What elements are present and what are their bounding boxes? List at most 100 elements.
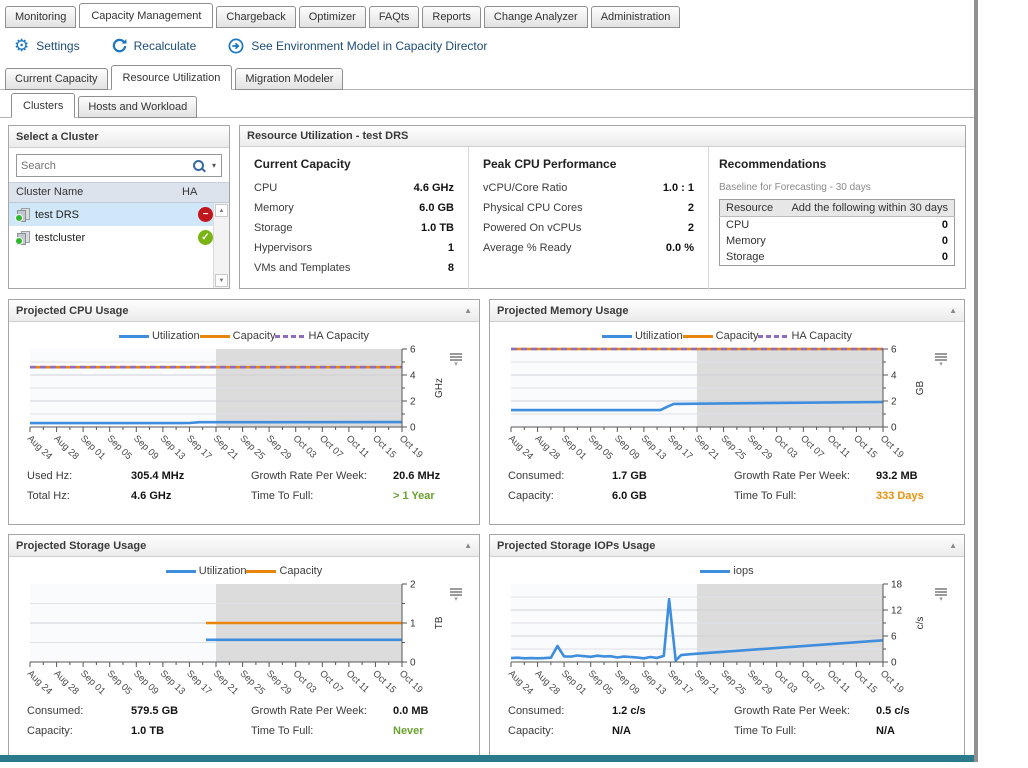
legend-capacity[interactable]: Capacity — [199, 330, 275, 342]
svg-text:GB: GB — [915, 380, 926, 395]
svg-text:1: 1 — [410, 619, 416, 630]
svg-text:Oct 15: Oct 15 — [851, 668, 879, 695]
legend-label: iops — [733, 565, 754, 577]
cluster-row-testcluster[interactable]: testcluster ✓ — [9, 226, 213, 249]
chart-title: Projected Memory Usage — [497, 304, 629, 317]
metric-value: 1.0 TB — [420, 222, 454, 234]
svg-text:Sep 17: Sep 17 — [665, 668, 694, 697]
legend-label: Utilization — [634, 330, 683, 342]
tab-change-analyzer[interactable]: Change Analyzer — [483, 6, 588, 28]
legend-line-swatch — [758, 334, 789, 338]
tab-capacity-management[interactable]: Capacity Management — [79, 3, 214, 28]
svg-text:Sep 21: Sep 21 — [692, 668, 721, 697]
settings-button[interactable]: ⚙ Settings — [14, 37, 80, 54]
legend-label: Capacity — [279, 565, 323, 577]
stat-label: Time To Full: — [251, 490, 314, 502]
legend-utilization[interactable]: Utilization — [601, 330, 683, 342]
metric-label: Hypervisors — [254, 242, 313, 254]
select-cluster-panel: Select a Cluster ▾ Cluster Name HA test … — [8, 125, 230, 289]
scroll-up-icon[interactable]: ▲ — [215, 204, 228, 217]
scroll-down-icon[interactable]: ▼ — [215, 274, 228, 287]
rec-row-memory: Memory 0 — [720, 233, 955, 249]
collapse-icon[interactable]: ▲ — [949, 305, 957, 315]
svg-text:2: 2 — [410, 580, 416, 591]
tab-faqts[interactable]: FAQts — [368, 6, 420, 28]
stat-label: Capacity: — [27, 725, 73, 737]
rec-column-add: Add the following within 30 days — [780, 199, 955, 217]
subsubtab-hosts-and-workload[interactable]: Hosts and Workload — [78, 96, 198, 118]
subtab-migration-modeler[interactable]: Migration Modeler — [235, 68, 344, 90]
search-options-caret-icon[interactable]: ▾ — [211, 161, 216, 170]
svg-text:Oct 07: Oct 07 — [317, 433, 345, 460]
cluster-row-test-drs[interactable]: test DRS − — [9, 203, 213, 226]
svg-text:Sep 25: Sep 25 — [719, 433, 748, 462]
column-ha[interactable]: HA — [182, 186, 198, 198]
svg-text:Sep 09: Sep 09 — [612, 668, 641, 697]
legend-iops[interactable]: iops — [700, 565, 754, 577]
collapse-icon[interactable]: ▲ — [949, 540, 957, 550]
svg-text:Aug 24: Aug 24 — [25, 668, 54, 697]
tab-administration[interactable]: Administration — [590, 6, 681, 28]
svg-text:Sep 25: Sep 25 — [719, 668, 748, 697]
collapse-icon[interactable]: ▲ — [464, 540, 472, 550]
tab-optimizer[interactable]: Optimizer — [298, 6, 366, 28]
chart-legend: Utilization Capacity HA Capacity — [9, 329, 479, 343]
tab-monitoring[interactable]: Monitoring — [5, 6, 77, 28]
search-input[interactable] — [17, 159, 193, 172]
svg-text:GHz: GHz — [434, 378, 445, 398]
chart-options-icon[interactable]: ▾ — [450, 353, 462, 368]
metric-value: 2 — [687, 222, 694, 234]
chart-header: Projected Storage IOPs Usage ▲ — [490, 535, 964, 557]
svg-text:6: 6 — [891, 632, 897, 643]
metric-vcpu-core-ratio: vCPU/Core Ratio 1.0 : 1 — [483, 182, 694, 194]
metric-label: CPU — [254, 182, 278, 194]
subtab-resource-utilization[interactable]: Resource Utilization — [110, 65, 233, 90]
stat-used-hz: Used Hz: 305.4 MHz — [27, 470, 251, 482]
legend-ha-capacity[interactable]: HA Capacity — [758, 330, 852, 342]
svg-text:Sep 13: Sep 13 — [158, 668, 187, 697]
svg-text:0: 0 — [891, 423, 897, 434]
chart-options-icon[interactable]: ▾ — [935, 353, 947, 368]
svg-text:Oct 19: Oct 19 — [397, 668, 425, 695]
stat-label: Consumed: — [508, 470, 565, 482]
stat-label: Total Hz: — [27, 490, 70, 502]
recommendations-title: Recommendations — [719, 157, 827, 171]
legend-line-swatch — [275, 334, 306, 338]
metric-label: Memory — [254, 202, 294, 214]
scrollbar[interactable]: ▲ ▼ — [213, 203, 229, 288]
subtab-current-capacity[interactable]: Current Capacity — [5, 68, 108, 90]
chart-stats: Used Hz: 305.4 MHz Growth Rate Per Week: 20… — [9, 468, 479, 502]
tab-chargeback[interactable]: Chargeback — [216, 6, 296, 28]
subsubtab-clusters[interactable]: Clusters — [11, 93, 76, 118]
stat-value: 20.6 MHz — [393, 470, 441, 482]
stat-label: Consumed: — [508, 705, 565, 717]
legend-utilization[interactable]: Utilization — [165, 565, 246, 577]
chart-options-icon[interactable]: ▾ — [450, 588, 462, 603]
svg-text:18: 18 — [891, 580, 903, 591]
legend-capacity[interactable]: Capacity — [682, 330, 758, 342]
environment-model-link[interactable]: See Environment Model in Capacity Direct… — [228, 38, 487, 54]
rec-column-resource: Resource — [719, 199, 781, 217]
stat-label: Time To Full: — [251, 725, 314, 737]
svg-text:Sep 01: Sep 01 — [78, 433, 107, 462]
legend-utilization[interactable]: Utilization — [118, 330, 200, 342]
stat-label: Used Hz: — [27, 470, 73, 482]
cluster-search-box: ▾ — [16, 154, 222, 177]
tab-reports[interactable]: Reports — [422, 6, 481, 28]
chart-options-icon[interactable]: ▾ — [935, 588, 947, 603]
svg-text:Aug 28: Aug 28 — [533, 433, 562, 462]
stat-value: 1.0 TB — [131, 725, 165, 737]
metric-average-ready: Average % Ready 0.0 % — [483, 242, 694, 254]
stat-label: Capacity: — [508, 490, 554, 502]
legend-ha-capacity[interactable]: HA Capacity — [275, 330, 369, 342]
settings-button-label: Settings — [36, 38, 80, 53]
recalculate-button[interactable]: Recalculate — [112, 38, 196, 53]
legend-capacity[interactable]: Capacity — [246, 565, 322, 577]
column-cluster-name[interactable]: Cluster Name — [16, 186, 84, 198]
svg-text:Oct 19: Oct 19 — [878, 433, 906, 460]
metric-value: 8 — [447, 262, 454, 274]
metric-value: 2 — [687, 202, 694, 214]
legend-line-swatch — [601, 334, 632, 338]
search-icon[interactable] — [192, 160, 204, 171]
collapse-icon[interactable]: ▲ — [464, 305, 472, 315]
